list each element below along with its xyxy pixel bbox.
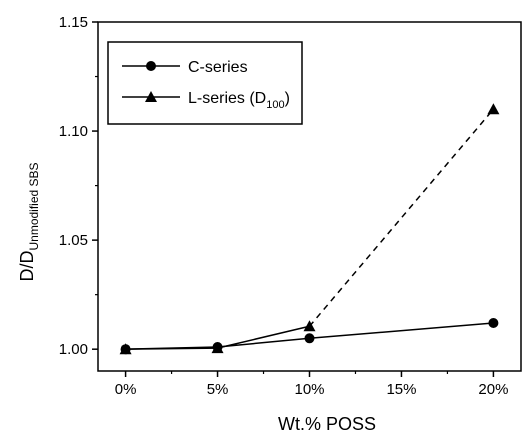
x-tick-label: 5% <box>207 381 229 398</box>
legend-box <box>107 41 303 125</box>
data-point <box>211 342 224 354</box>
y-tick-label: 1.10 <box>59 123 88 140</box>
y-tick-label: 1.05 <box>59 232 88 249</box>
legend-label-l-series: L-series (D100) <box>188 90 290 111</box>
data-point <box>488 318 499 329</box>
series-line-segment <box>217 337 310 348</box>
series-line-segment <box>309 322 494 340</box>
data-point <box>119 343 132 355</box>
series-line-segment <box>308 108 494 327</box>
x-tick-label: 20% <box>478 381 508 398</box>
series-l-series <box>119 103 500 355</box>
data-point <box>304 333 315 344</box>
x-tick-label: 0% <box>115 381 137 398</box>
y-axis-label: D/DUnmodified SBS <box>17 162 41 281</box>
data-point <box>487 103 500 115</box>
series-line-segment <box>217 325 310 349</box>
legend-marker-l-series <box>145 91 157 102</box>
legend-label-l-series-close: ) <box>285 90 290 107</box>
x-axis-label: Wt.% POSS <box>278 414 376 434</box>
data-point <box>303 320 316 332</box>
y-axis-label-subscript: Unmodified SBS <box>27 162 41 250</box>
legend: C-series L-series (D100) <box>107 41 303 125</box>
legend-label-l-series-subscript: 100 <box>266 99 284 111</box>
x-tick-label: 15% <box>386 381 416 398</box>
legend-label-l-series-suffix: (D <box>245 90 266 107</box>
legend-label-l-series-name: L-series <box>188 90 245 107</box>
y-tick-label: 1.00 <box>59 341 88 358</box>
series-layer <box>119 103 500 355</box>
y-tick-label: 1.15 <box>59 14 88 31</box>
x-axis: 0% 5% 10% 15% 20% <box>115 371 508 398</box>
series-line-segment <box>125 347 218 350</box>
legend-label-c-series: C-series <box>188 59 248 76</box>
y-axis: 1.00 1.05 1.10 1.15 <box>59 14 98 358</box>
x-tick-label: 10% <box>294 381 324 398</box>
legend-marker-c-series <box>146 61 156 71</box>
y-axis-label-main: D/D <box>17 251 37 282</box>
